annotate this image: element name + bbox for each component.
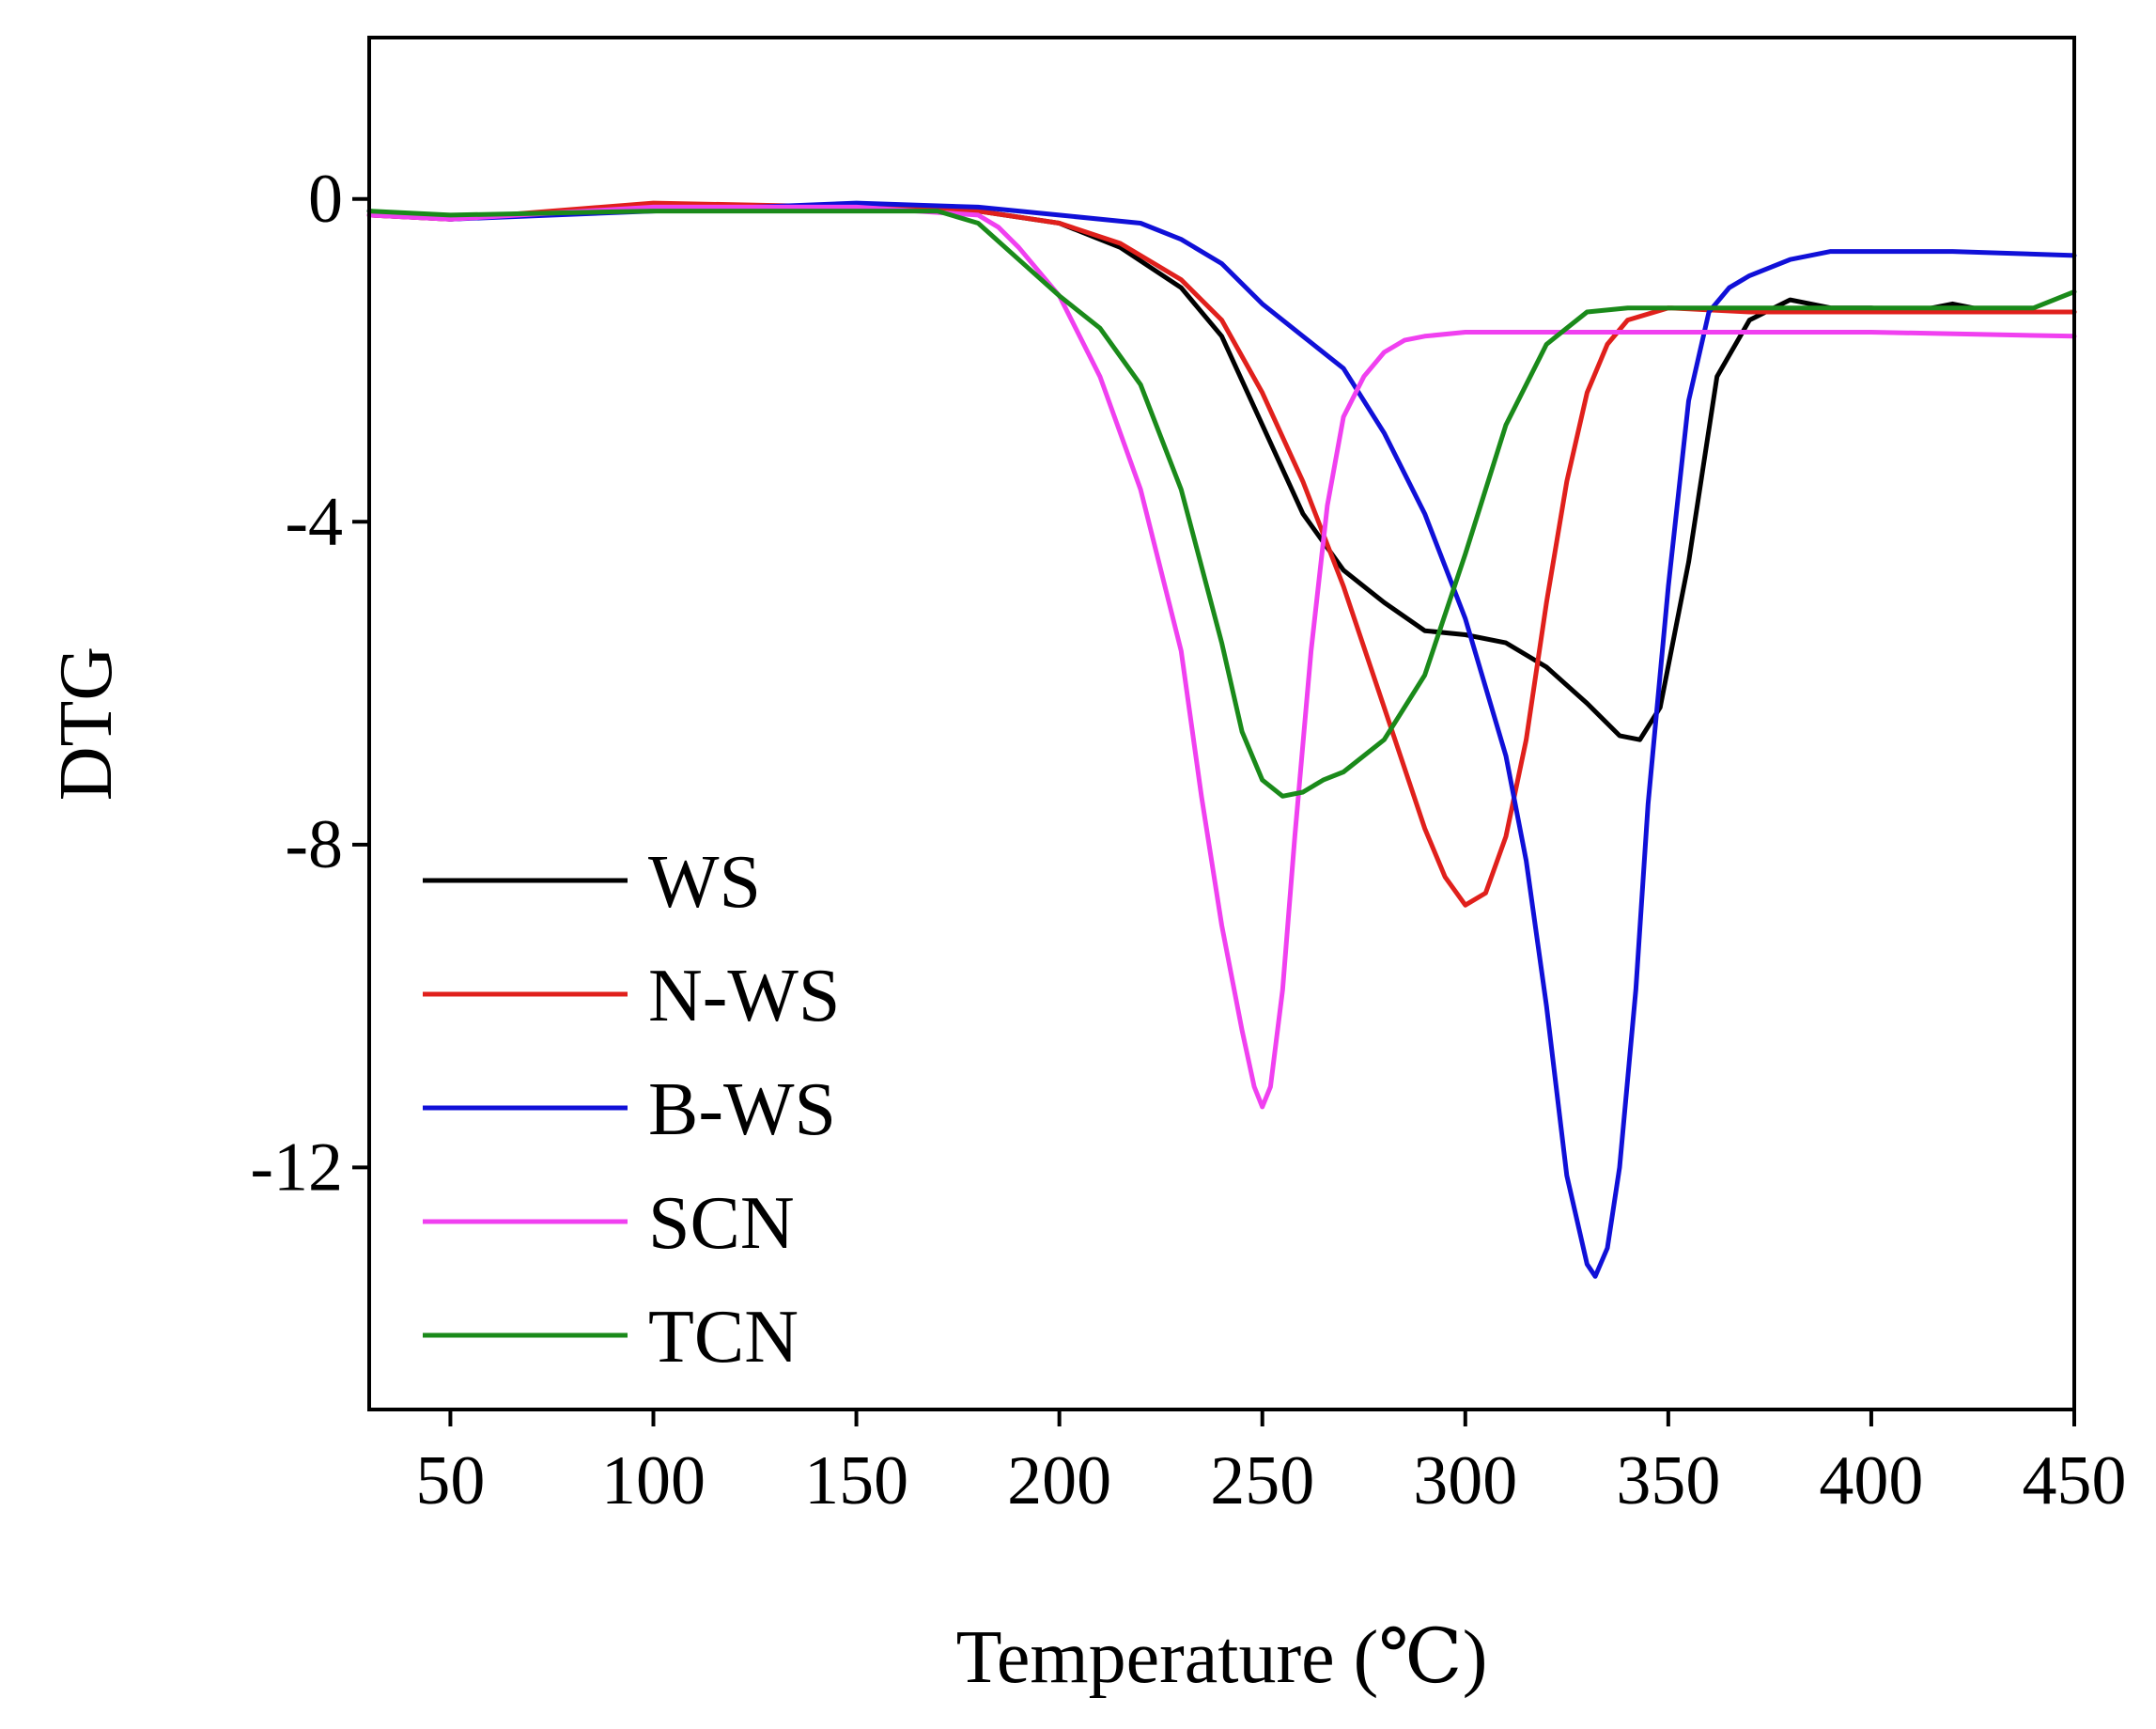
legend-label-n-ws: N-WS [648,955,840,1037]
y-tick-label: -12 [250,1129,343,1206]
y-tick-label: -4 [285,483,343,560]
plot-frame [367,36,2076,1411]
series-line-scn [366,204,2077,1110]
series-line-b-ws [366,200,2077,1279]
legend-label-scn: SCN [648,1182,795,1265]
y-axis-title: DTG [45,646,128,801]
x-axis-title: Temperature (℃) [956,1616,1488,1699]
x-tick-label: 400 [1819,1442,1923,1519]
legend-label-ws: WS [648,841,761,924]
x-tick-label: 200 [1007,1442,1111,1519]
legend-label-tcn: TCN [648,1296,799,1379]
series-layer [366,200,2077,1279]
series-line-ws [366,204,2077,742]
legend: WS N-WS B-WS SCN TCN [423,841,840,1379]
y-tick-label: 0 [308,161,343,238]
x-tick-label: 250 [1210,1442,1314,1519]
series-line-tcn [366,209,2077,799]
x-tick-label: 350 [1616,1442,1720,1519]
x-tick-label: 50 [415,1442,485,1519]
x-tick-label: 300 [1413,1442,1517,1519]
x-tick-label: 150 [804,1442,908,1519]
y-tick-label: -8 [285,806,343,883]
tick-layer: 50 100 150 200 250 300 350 400 450 0 -4 -8 -12 [250,161,2126,1519]
legend-label-b-ws: B-WS [648,1068,836,1151]
x-tick-label: 450 [2023,1442,2127,1519]
x-tick-label: 100 [601,1442,706,1519]
